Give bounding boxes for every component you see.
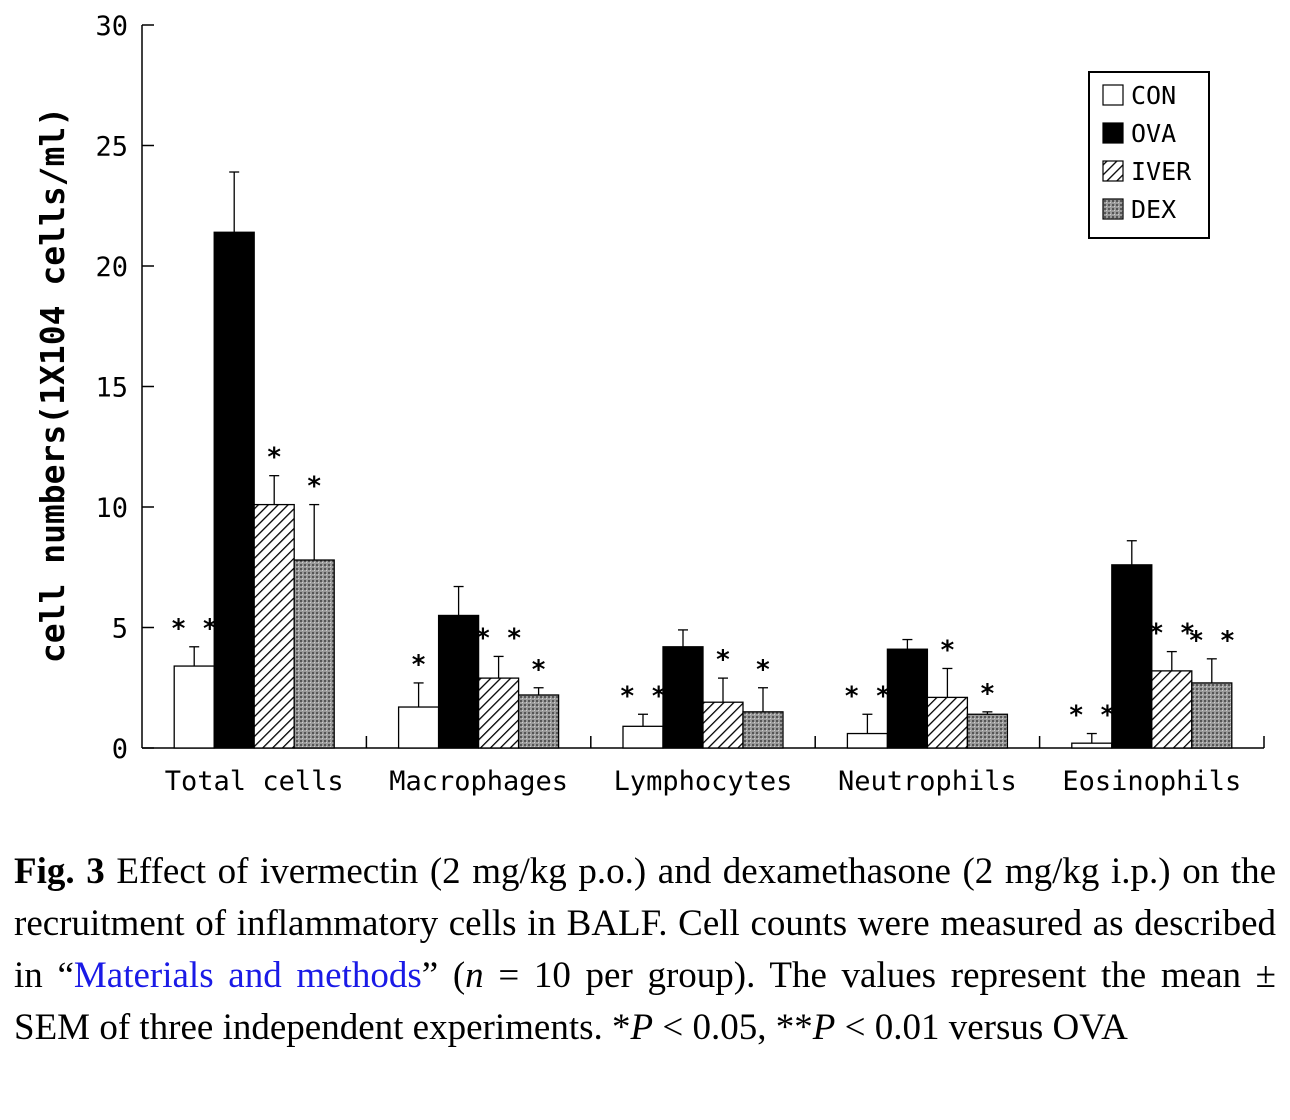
y-tick-label: 10 (95, 493, 128, 524)
bar-con (397, 706, 440, 749)
bar-chart: 0 5 10 15 20 25 30 Total cells Macrophages Lympho… (33, 11, 1265, 797)
caption-text-5: < 0.01 versus OVA (835, 1007, 1128, 1048)
bar-ova (886, 648, 929, 749)
bar-ova (213, 231, 255, 749)
significance-marker: * * (844, 681, 891, 711)
bar-dex (1191, 682, 1233, 749)
bar-dex (293, 559, 335, 749)
bar-ova (437, 614, 480, 749)
legend-swatch-iver (1102, 160, 1124, 182)
legend-label: DEX (1131, 195, 1176, 224)
significance-marker: * (940, 635, 956, 665)
bar-iver (477, 677, 520, 749)
bar-iver (1151, 670, 1193, 749)
caption-text-3: = 10 per group). The values represent th… (14, 955, 1276, 1048)
significance-marker: * (755, 655, 771, 685)
x-tick-label: Neutrophils (838, 766, 1017, 797)
bar-dex (966, 713, 1009, 749)
significance-marker: * * (1148, 619, 1195, 649)
significance-marker: * * (171, 614, 218, 644)
significance-marker: * (715, 645, 731, 675)
bar-ova (1111, 564, 1153, 749)
legend-swatch-ova (1102, 122, 1124, 144)
caption-text-2: ” ( (421, 955, 466, 996)
significance-marker: * (531, 655, 547, 685)
bar-dex (517, 694, 560, 749)
caption-text-1: Effect of ivermectin (2 mg/kg p.o.) and … (14, 851, 1277, 996)
legend-swatch-dex (1102, 198, 1124, 220)
bar-con (622, 725, 664, 749)
bar-iver (702, 701, 744, 749)
caption-n: n (465, 955, 484, 996)
legend: CON OVA IVER DEX (1088, 71, 1210, 239)
y-tick-label: 5 (112, 614, 128, 645)
y-tick-label: 20 (95, 252, 128, 283)
caption-figure-label: Fig. 3 (14, 851, 105, 892)
significance-marker: * (980, 679, 996, 709)
legend-label: CON (1131, 81, 1176, 110)
significance-marker: * (411, 650, 427, 680)
bars-group: * ***** *** ** ** **** ** ** * (171, 171, 1235, 749)
x-tick-label: Eosinophils (1062, 766, 1241, 797)
bar-con (1071, 742, 1113, 749)
significance-marker: * * (475, 623, 522, 653)
x-tick-label: Lymphocytes (614, 766, 793, 797)
figure-caption: Fig. 3 Effect of ivermectin (2 mg/kg p.o… (14, 846, 1276, 1054)
caption-p2: P (812, 1007, 836, 1048)
axes: 0 5 10 15 20 25 30 Total cells Macrophages Lympho… (95, 11, 1265, 797)
bar-con (173, 665, 215, 749)
significance-marker: * * (1188, 626, 1235, 656)
bar-iver (926, 696, 969, 749)
y-tick-label: 15 (95, 373, 128, 404)
y-tick-label: 25 (95, 132, 128, 163)
x-tick-label: Macrophages (389, 766, 568, 797)
bar-con (846, 732, 889, 749)
x-tick-label: Total cells (165, 766, 344, 797)
legend-label: OVA (1131, 119, 1176, 148)
y-tick-label: 0 (112, 734, 128, 765)
legend-swatch-con (1102, 84, 1124, 106)
y-tick-label: 30 (95, 11, 128, 42)
caption-materials-link[interactable]: Materials and methods (73, 955, 422, 996)
significance-marker: * * (620, 681, 667, 711)
significance-marker: * * (1068, 701, 1115, 731)
legend-label: IVER (1131, 157, 1192, 186)
caption-p1: P (630, 1007, 654, 1048)
bar-ova (662, 646, 704, 749)
bar-iver (253, 503, 295, 749)
significance-marker: * (306, 472, 322, 502)
bar-dex (742, 711, 784, 749)
caption-text-4: < 0.05, ** (653, 1007, 813, 1048)
y-axis-label: cell numbers(1X104 cells/ml) (33, 107, 72, 663)
significance-marker: * (266, 443, 282, 473)
